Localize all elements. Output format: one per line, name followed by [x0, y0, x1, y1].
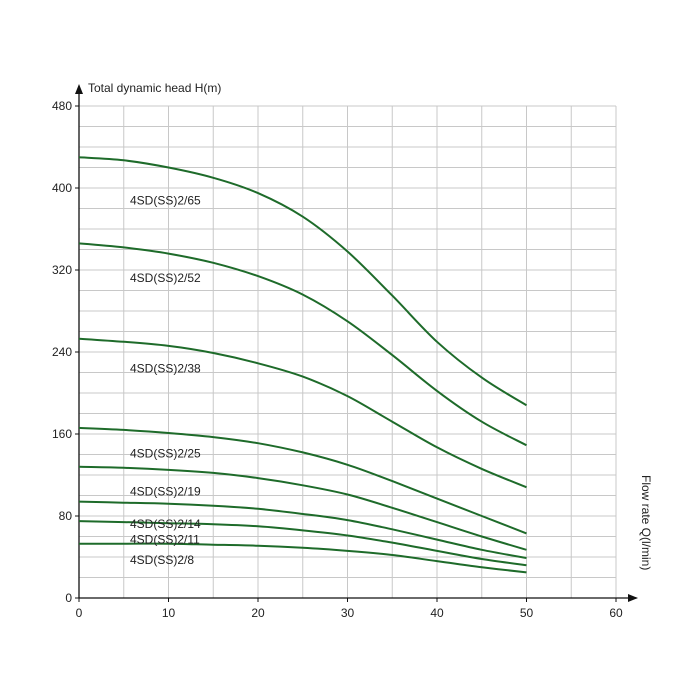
y-axis-arrow — [75, 84, 83, 94]
x-axis-arrow — [628, 594, 638, 602]
x-tick-label: 20 — [251, 606, 265, 620]
series-label: 4SD(SS)2/11 — [130, 533, 200, 547]
series-line — [78, 156, 528, 407]
series-labels: 4SD(SS)2/65 4SD(SS)2/52 4SD(SS)2/38 4SD(SS)… — [130, 193, 201, 567]
tick-labels: 0 10 20 30 40 50 60 0 80 160 240 320 400 480 — [52, 99, 623, 620]
series-label: 4SD(SS)2/52 — [130, 271, 201, 285]
series-label: 4SD(SS)2/38 — [130, 361, 201, 375]
axes — [75, 84, 638, 602]
series-label: 4SD(SS)2/19 — [130, 484, 201, 498]
series-label: 4SD(SS)2/25 — [130, 446, 201, 460]
series-line — [78, 242, 527, 447]
series-line — [78, 500, 527, 559]
series-label: 4SD(SS)2/14 — [130, 517, 201, 531]
y-tick-label: 400 — [52, 181, 72, 195]
series-line — [78, 337, 527, 489]
series-lines — [78, 156, 528, 574]
y-tick-label: 80 — [59, 509, 73, 523]
series-label: 4SD(SS)2/65 — [130, 193, 201, 207]
series-label: 4SD(SS)2/8 — [130, 553, 194, 567]
series-line — [78, 465, 527, 551]
series-line — [78, 426, 527, 535]
y-tick-label: 0 — [65, 591, 72, 605]
y-axis-title: Total dynamic head H(m) — [88, 81, 221, 95]
y-tick-label: 160 — [52, 427, 72, 441]
x-tick-label: 40 — [430, 606, 444, 620]
x-tick-label: 60 — [609, 606, 623, 620]
series-line — [78, 520, 527, 567]
series-line — [79, 542, 527, 574]
x-tick-label: 30 — [341, 606, 355, 620]
y-tick-label: 320 — [52, 263, 72, 277]
x-tick-label: 50 — [520, 606, 534, 620]
x-tick-label: 10 — [162, 606, 176, 620]
y-tick-label: 480 — [52, 99, 72, 113]
x-tick-label: 0 — [76, 606, 83, 620]
x-axis-title: Flow rate Q(l/min) — [639, 475, 653, 570]
y-tick-label: 240 — [52, 345, 72, 359]
